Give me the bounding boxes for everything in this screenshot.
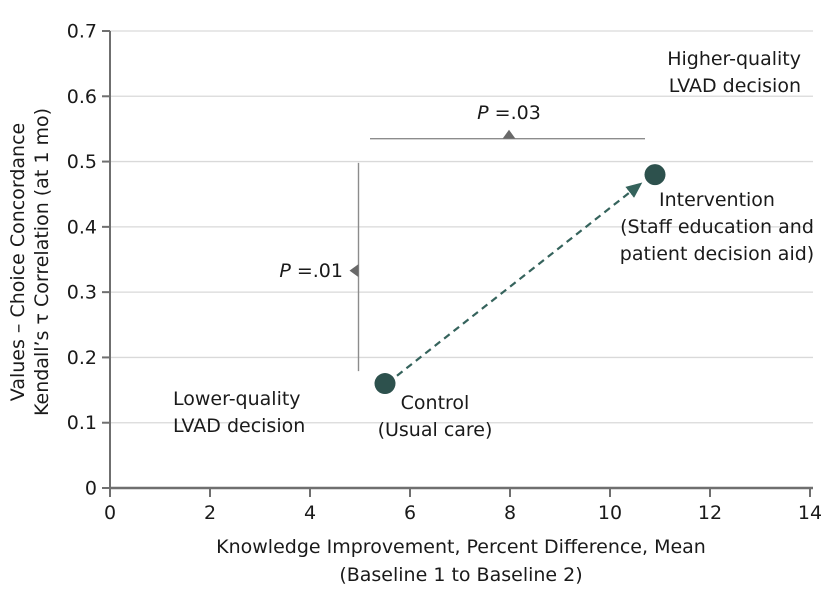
x-tick-label: 0: [104, 502, 116, 524]
quadrant-label-line: LVAD decision: [173, 415, 306, 437]
y-tick-label: 0.1: [67, 412, 97, 434]
y-tick-label: 0.6: [67, 86, 97, 108]
p-top-triangle-marker: [502, 129, 516, 139]
intervention-label-line3: patient decision aid): [619, 243, 815, 265]
y-axis-title-line1: Values – Choice Concordance: [7, 122, 29, 402]
x-tick-label: 4: [304, 502, 316, 524]
y-tick-label: 0.3: [67, 282, 97, 304]
p-left-triangle-marker: [349, 264, 359, 278]
x-tick-label: 10: [598, 502, 622, 524]
intervention-point-label: Intervention (Staff education and patien…: [620, 187, 814, 268]
p-value-rest: =.03: [488, 102, 541, 124]
y-tick-label: 0.2: [67, 347, 97, 369]
x-tick-label: 12: [698, 502, 722, 524]
p-value-italic: P: [477, 102, 489, 124]
x-tick-label: 2: [204, 502, 216, 524]
x-axis-title-line2: (Baseline 1 to Baseline 2): [339, 564, 583, 586]
x-tick-label: 14: [798, 502, 821, 524]
p-value-rest: =.01: [290, 260, 343, 282]
p-value-left-label: P =.01: [279, 258, 343, 285]
x-axis-title: Knowledge Improvement, Percent Differenc…: [216, 533, 706, 589]
quadrant-label-higher-quality: Higher-quality LVAD decision: [667, 46, 801, 100]
data-point-intervention: [644, 164, 666, 186]
x-axis-title-line1: Knowledge Improvement, Percent Differenc…: [216, 536, 706, 558]
quadrant-label-line: Higher-quality: [667, 48, 801, 70]
quadrant-label-line: LVAD decision: [668, 75, 801, 97]
control-label-line1: Control: [400, 392, 470, 414]
trend-arrow: [396, 182, 643, 377]
y-axis-title: Values – Choice Concordance Kendall’s τ …: [6, 22, 54, 502]
quadrant-label-line: Lower-quality: [173, 388, 301, 410]
control-label-line2: (Usual care): [377, 419, 493, 441]
y-tick-label: 0.4: [67, 216, 97, 238]
intervention-label-line2: (Staff education and: [620, 216, 814, 238]
y-tick-label: 0: [85, 478, 97, 500]
y-tick-label: 0.7: [67, 21, 97, 43]
control-point-label: Control (Usual care): [378, 390, 493, 444]
y-axis-title-line2: Kendall’s τ Correlation (at 1 mo): [31, 108, 53, 416]
intervention-label-line1: Intervention: [659, 189, 775, 211]
quadrant-label-lower-quality: Lower-quality LVAD decision: [173, 386, 305, 440]
data-point-control: [374, 373, 396, 395]
p-value-top-label: P =.03: [477, 100, 541, 127]
x-tick-label: 6: [404, 502, 416, 524]
x-tick-label: 8: [504, 502, 516, 524]
p-value-italic: P: [279, 260, 291, 282]
y-tick-label: 0.5: [67, 151, 97, 173]
